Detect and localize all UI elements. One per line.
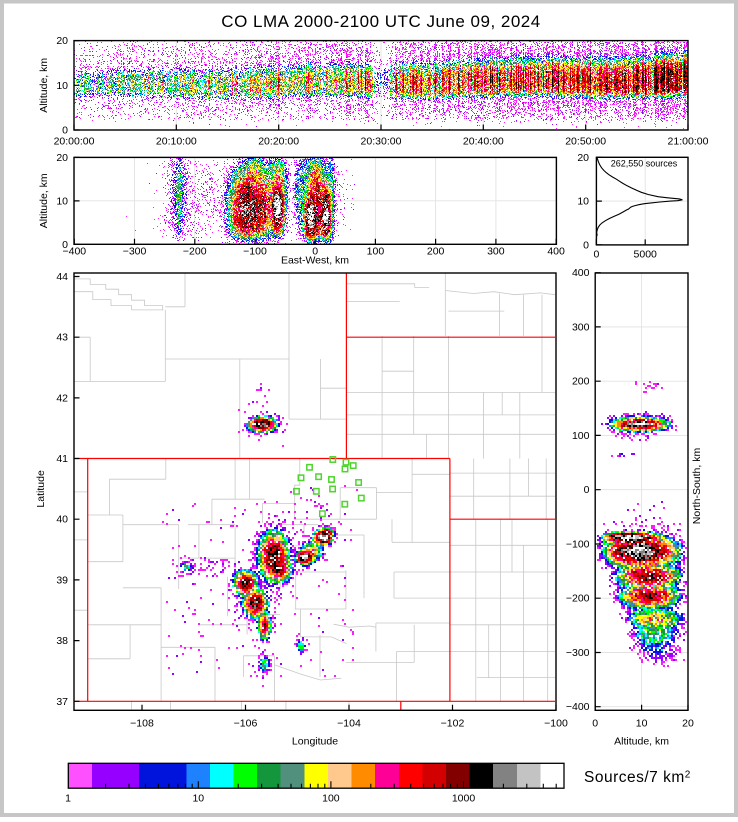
- svg-text:10: 10: [192, 793, 204, 805]
- svg-text:37: 37: [56, 696, 68, 708]
- svg-text:−100: −100: [544, 718, 568, 730]
- svg-text:0: 0: [584, 484, 590, 496]
- svg-text:20: 20: [56, 152, 68, 164]
- svg-text:20:00:00: 20:00:00: [54, 136, 95, 148]
- svg-text:Longitude: Longitude: [292, 736, 338, 748]
- svg-text:100: 100: [572, 430, 590, 442]
- svg-text:39: 39: [56, 574, 68, 586]
- svg-text:0: 0: [62, 125, 68, 137]
- svg-text:10: 10: [56, 80, 68, 92]
- svg-text:−400: −400: [566, 701, 590, 713]
- svg-text:38: 38: [56, 635, 68, 647]
- svg-text:0: 0: [592, 718, 598, 730]
- svg-text:43: 43: [56, 332, 68, 344]
- svg-text:Altitude, km: Altitude, km: [38, 58, 50, 113]
- svg-text:1: 1: [65, 793, 71, 805]
- svg-text:400: 400: [547, 245, 565, 257]
- svg-text:North-South, km: North-South, km: [691, 448, 703, 525]
- svg-text:−200: −200: [183, 245, 207, 257]
- svg-text:Altitude, km: Altitude, km: [614, 736, 669, 748]
- svg-text:Sources/7 km2: Sources/7 km2: [584, 769, 691, 786]
- svg-text:CO LMA 2000-2100 UTC June 09,: CO LMA 2000-2100 UTC June 09, 2024: [221, 12, 540, 31]
- svg-text:−100: −100: [243, 245, 267, 257]
- svg-text:0: 0: [312, 245, 318, 257]
- svg-text:400: 400: [572, 267, 590, 279]
- svg-text:−300: −300: [123, 245, 147, 257]
- svg-text:20:20:00: 20:20:00: [258, 136, 299, 148]
- svg-text:East-West, km: East-West, km: [281, 255, 349, 267]
- svg-text:10: 10: [636, 718, 648, 730]
- svg-text:1000: 1000: [452, 793, 476, 805]
- svg-text:262,550 sources: 262,550 sources: [611, 159, 678, 169]
- svg-text:5000: 5000: [634, 249, 658, 261]
- svg-text:−200: −200: [566, 593, 590, 605]
- svg-text:−104: −104: [337, 718, 361, 730]
- svg-text:41: 41: [56, 453, 68, 465]
- svg-text:0: 0: [62, 239, 68, 251]
- svg-text:200: 200: [427, 245, 445, 257]
- svg-text:−108: −108: [130, 718, 154, 730]
- svg-text:200: 200: [572, 376, 590, 388]
- svg-text:0: 0: [583, 239, 589, 251]
- svg-text:−400: −400: [62, 245, 86, 257]
- svg-text:20:30:00: 20:30:00: [361, 136, 402, 148]
- svg-text:20: 20: [682, 718, 694, 730]
- svg-text:20: 20: [577, 152, 589, 164]
- svg-text:40: 40: [56, 514, 68, 526]
- svg-text:−300: −300: [566, 647, 590, 659]
- svg-text:100: 100: [367, 245, 385, 257]
- svg-text:44: 44: [56, 271, 68, 283]
- svg-text:300: 300: [572, 321, 590, 333]
- svg-text:−100: −100: [566, 538, 590, 550]
- svg-text:Altitude, km: Altitude, km: [38, 173, 50, 228]
- svg-text:100: 100: [322, 793, 340, 805]
- svg-text:−102: −102: [441, 718, 465, 730]
- svg-text:Latitude: Latitude: [35, 470, 47, 508]
- svg-text:20:10:00: 20:10:00: [156, 136, 197, 148]
- svg-text:21:00:00: 21:00:00: [668, 136, 709, 148]
- svg-text:0: 0: [593, 249, 599, 261]
- svg-text:10: 10: [56, 195, 68, 207]
- svg-text:20:40:00: 20:40:00: [463, 136, 504, 148]
- svg-text:42: 42: [56, 392, 68, 404]
- svg-text:20: 20: [56, 35, 68, 47]
- svg-text:10: 10: [577, 196, 589, 208]
- svg-text:−106: −106: [234, 718, 258, 730]
- svg-text:300: 300: [487, 245, 505, 257]
- svg-text:20:50:00: 20:50:00: [565, 136, 606, 148]
